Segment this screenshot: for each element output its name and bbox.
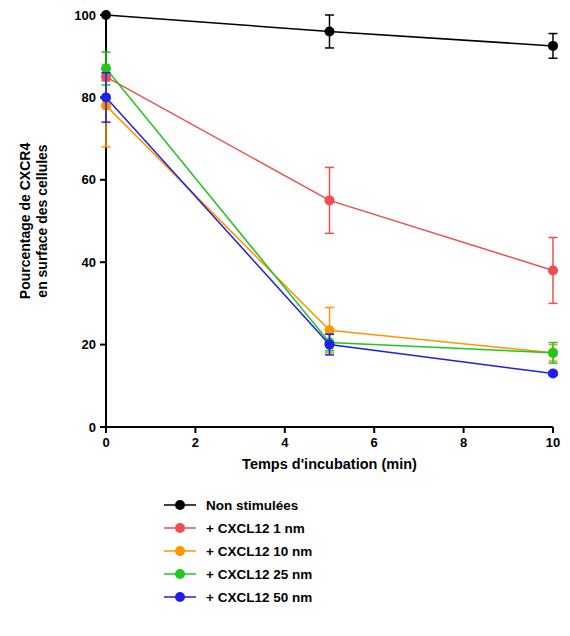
error-bar-cap bbox=[325, 47, 334, 49]
error-bar-cap bbox=[102, 72, 111, 74]
x-tick bbox=[194, 427, 196, 433]
x-tick bbox=[284, 427, 286, 433]
error-bar-cap bbox=[549, 342, 558, 344]
y-tick bbox=[100, 344, 106, 346]
error-bar-cap bbox=[102, 72, 111, 74]
data-point bbox=[548, 265, 558, 275]
x-tick bbox=[105, 427, 107, 433]
data-point bbox=[548, 41, 558, 51]
error-bar bbox=[102, 73, 111, 122]
legend-marker bbox=[175, 500, 185, 510]
error-bar-cap bbox=[325, 334, 334, 336]
data-point bbox=[548, 348, 558, 358]
legend-marker bbox=[175, 592, 185, 602]
series-line bbox=[106, 106, 553, 353]
legend-marker bbox=[175, 569, 185, 579]
data-point bbox=[325, 195, 335, 205]
legend: Non stimulées + CXCL12 1 nm + CXCL12 10 nm… bbox=[164, 498, 312, 605]
error-bar-cap bbox=[325, 167, 334, 169]
legend-label: + CXCL12 25 nm bbox=[206, 567, 312, 582]
x-tick bbox=[373, 427, 375, 433]
data-point bbox=[101, 64, 111, 74]
x-tick-label: 10 bbox=[546, 435, 560, 450]
x-tick bbox=[552, 427, 554, 433]
y-tick-label: 40 bbox=[82, 255, 96, 270]
x-tick-label: 6 bbox=[371, 435, 378, 450]
x-tick bbox=[463, 427, 465, 433]
y-tick-label: 60 bbox=[82, 172, 96, 187]
y-tick bbox=[100, 261, 106, 263]
x-tick-label: 2 bbox=[192, 435, 199, 450]
y-axis-label: en surface des cellules bbox=[34, 144, 50, 298]
error-bar bbox=[325, 167, 334, 233]
x-axis-label: Temps d'incubation (min) bbox=[242, 456, 417, 472]
error-bar bbox=[325, 334, 334, 355]
error-bar-cap bbox=[549, 33, 558, 35]
data-point bbox=[325, 340, 335, 350]
data-point bbox=[101, 10, 111, 20]
data-point bbox=[325, 26, 335, 36]
y-tick-label: 0 bbox=[89, 420, 96, 435]
data-point bbox=[325, 325, 335, 335]
error-bar-stem bbox=[105, 64, 107, 146]
error-bar bbox=[325, 308, 334, 353]
error-bar bbox=[549, 237, 558, 303]
error-bar bbox=[102, 64, 111, 146]
legend-label: + CXCL12 10 nm bbox=[206, 544, 312, 559]
y-tick-label: 80 bbox=[82, 90, 96, 105]
legend-label: + CXCL12 50 nm bbox=[206, 590, 312, 605]
error-bar bbox=[549, 34, 558, 59]
error-bar-cap bbox=[102, 51, 111, 53]
series-line bbox=[106, 69, 553, 353]
data-point bbox=[548, 368, 558, 378]
y-axis-label: Pourcentage de CXCR4 bbox=[17, 143, 33, 300]
x-tick-label: 0 bbox=[102, 435, 109, 450]
data-point bbox=[548, 348, 558, 358]
y-tick-label: 20 bbox=[82, 337, 96, 352]
error-bar bbox=[549, 343, 558, 364]
series-line bbox=[106, 97, 553, 373]
y-axis-line bbox=[105, 15, 107, 427]
error-bar-cap bbox=[325, 233, 334, 235]
x-tick-label: 4 bbox=[281, 435, 289, 450]
y-tick-label: 100 bbox=[74, 8, 96, 23]
x-axis-line bbox=[106, 426, 553, 428]
error-bar-cap bbox=[102, 121, 111, 123]
plot-data bbox=[101, 10, 558, 378]
error-bar-cap bbox=[102, 146, 111, 148]
error-bar-cap bbox=[549, 362, 558, 364]
chart-svg: 0 20 40 60 80 100 0 2 4 6 8 10 Temps d'incubation (m… bbox=[0, 0, 570, 636]
error-bar-cap bbox=[325, 307, 334, 309]
legend-label: + CXCL12 1 nm bbox=[206, 521, 305, 536]
legend-label: Non stimulées bbox=[206, 498, 298, 513]
y-tick bbox=[100, 179, 106, 181]
data-point bbox=[101, 92, 111, 102]
error-bar bbox=[325, 15, 334, 48]
error-bar-cap bbox=[549, 237, 558, 239]
error-bar-cap bbox=[325, 334, 334, 336]
chart-container: 0 20 40 60 80 100 0 2 4 6 8 10 Temps d'incubation (m… bbox=[0, 0, 570, 636]
error-bar-cap bbox=[549, 303, 558, 305]
x-tick-label: 8 bbox=[460, 435, 467, 450]
legend-marker bbox=[175, 546, 185, 556]
error-bar-cap bbox=[325, 14, 334, 16]
error-bar-cap bbox=[325, 354, 334, 356]
error-bar-cap bbox=[549, 58, 558, 60]
legend-marker bbox=[175, 523, 185, 533]
